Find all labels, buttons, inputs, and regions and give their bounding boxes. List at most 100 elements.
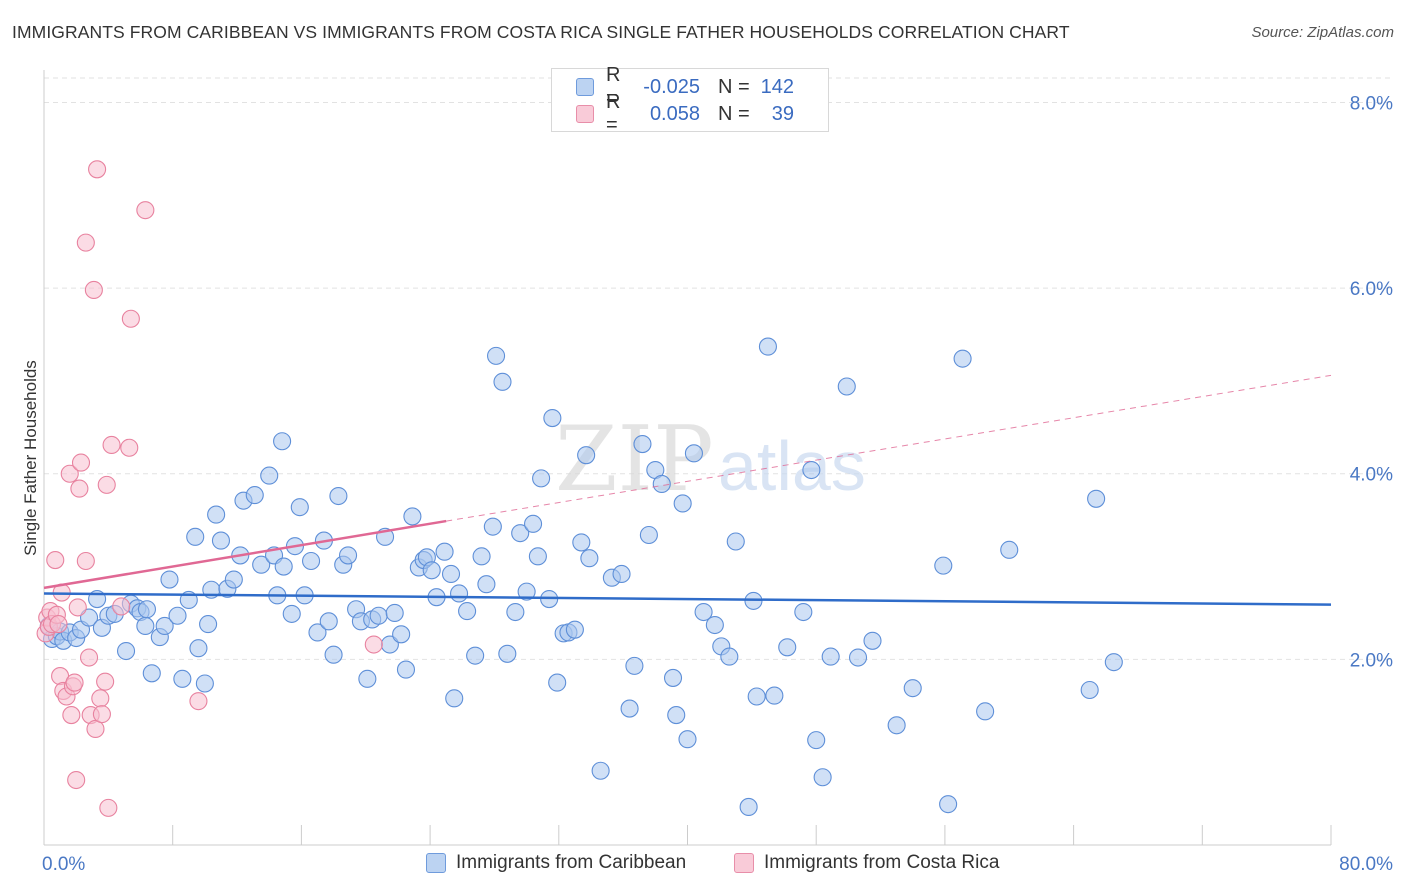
data-point [392,625,411,644]
data-point [84,280,103,300]
data-point [91,689,110,708]
data-point [524,514,543,533]
data-point [329,486,348,506]
data-point [678,730,697,749]
chart-title: IMMIGRANTS FROM CARIBBEAN VS IMMIGRANTS … [12,22,1070,42]
data-point [1087,489,1106,508]
data-point [358,669,377,688]
data-point [663,668,683,687]
data-point [580,549,599,568]
data-point [673,494,692,513]
data-point [565,620,584,639]
correlation-legend: R = -0.025 N = 142 R = 0.058 N = 39 [551,64,829,136]
regression-lines [43,374,1332,606]
data-point [245,486,264,505]
data-point [189,692,208,711]
data-point [726,532,745,551]
data-point [435,542,454,561]
data-point [498,644,517,663]
data-point [186,527,205,546]
data-point [477,575,496,594]
data-point [92,705,111,724]
data-point [211,531,231,550]
data-point [528,547,547,566]
data-point [934,556,953,575]
data-point [252,555,271,574]
data-point [120,438,139,457]
data-point [224,570,243,589]
data-point [155,616,174,636]
data-point [633,434,652,454]
data-point [71,453,91,472]
data-point [68,598,87,617]
data-point [136,616,155,636]
legend-r-value: -0.025 [643,75,700,98]
data-point [620,699,639,718]
data-point [102,435,121,455]
data-point [116,641,136,661]
data-point [422,561,441,580]
axes [43,70,1332,846]
series-caribbean [39,337,1123,816]
data-point [319,612,338,631]
data-point [324,645,343,664]
data-point [903,679,922,698]
data-point [694,602,713,622]
data-point [364,635,383,654]
data-point [260,466,279,485]
data-point [207,505,226,524]
data-point [160,570,179,589]
data-point [62,706,81,725]
legend-row-costarica: R = 0.058 N = 39 [552,91,794,136]
data-point [778,638,797,657]
data-point [195,674,214,693]
data-point [493,372,512,391]
data-point [532,469,551,488]
data-point [747,687,766,706]
data-point [273,432,292,451]
bottom-legend-costarica: Immigrants from Costa Rica [734,852,999,874]
watermark-atlas: atlas [718,427,866,505]
data-point [765,686,784,705]
data-point [813,768,832,787]
data-point [837,377,856,396]
data-point [403,507,422,526]
data-point [65,673,84,692]
data-point [99,798,118,817]
data-point [639,525,658,545]
x-tick-label-max: 80.0% [1339,854,1393,875]
data-point [612,564,631,584]
series-costarica [36,160,383,817]
data-point [483,517,502,536]
data-point [807,731,826,750]
data-point [684,444,703,463]
data-point [511,524,530,543]
data-point [302,551,321,571]
regression-line-caribbean [43,592,1332,606]
data-point [1080,680,1099,700]
bottom-legend-caribbean: Immigrants from Caribbean [426,852,686,874]
data-point [396,660,416,679]
data-point [821,647,840,666]
data-point [591,761,610,780]
legend-n-value: 39 [771,102,794,125]
data-point [79,608,99,627]
data-point [458,602,477,621]
data-point [758,337,777,356]
data-point [339,546,358,565]
data-point [308,623,327,642]
y-axis-title: Single Father Households [21,360,40,556]
legend-r-label: R = [606,91,621,136]
data-point [517,582,536,601]
data-point [70,479,89,498]
bottom-legend-swatch-costarica [734,853,754,873]
legend-n-value: 142 [760,75,794,98]
bottom-legend-label-caribbean: Immigrants from Caribbean [456,852,687,873]
data-point [199,615,218,634]
data-point [506,602,525,622]
x-tick-label-min: 0.0% [42,854,85,875]
data-point [445,689,464,708]
data-point [953,349,972,368]
data-point [667,706,686,725]
legend-n-label: N = [718,75,750,98]
